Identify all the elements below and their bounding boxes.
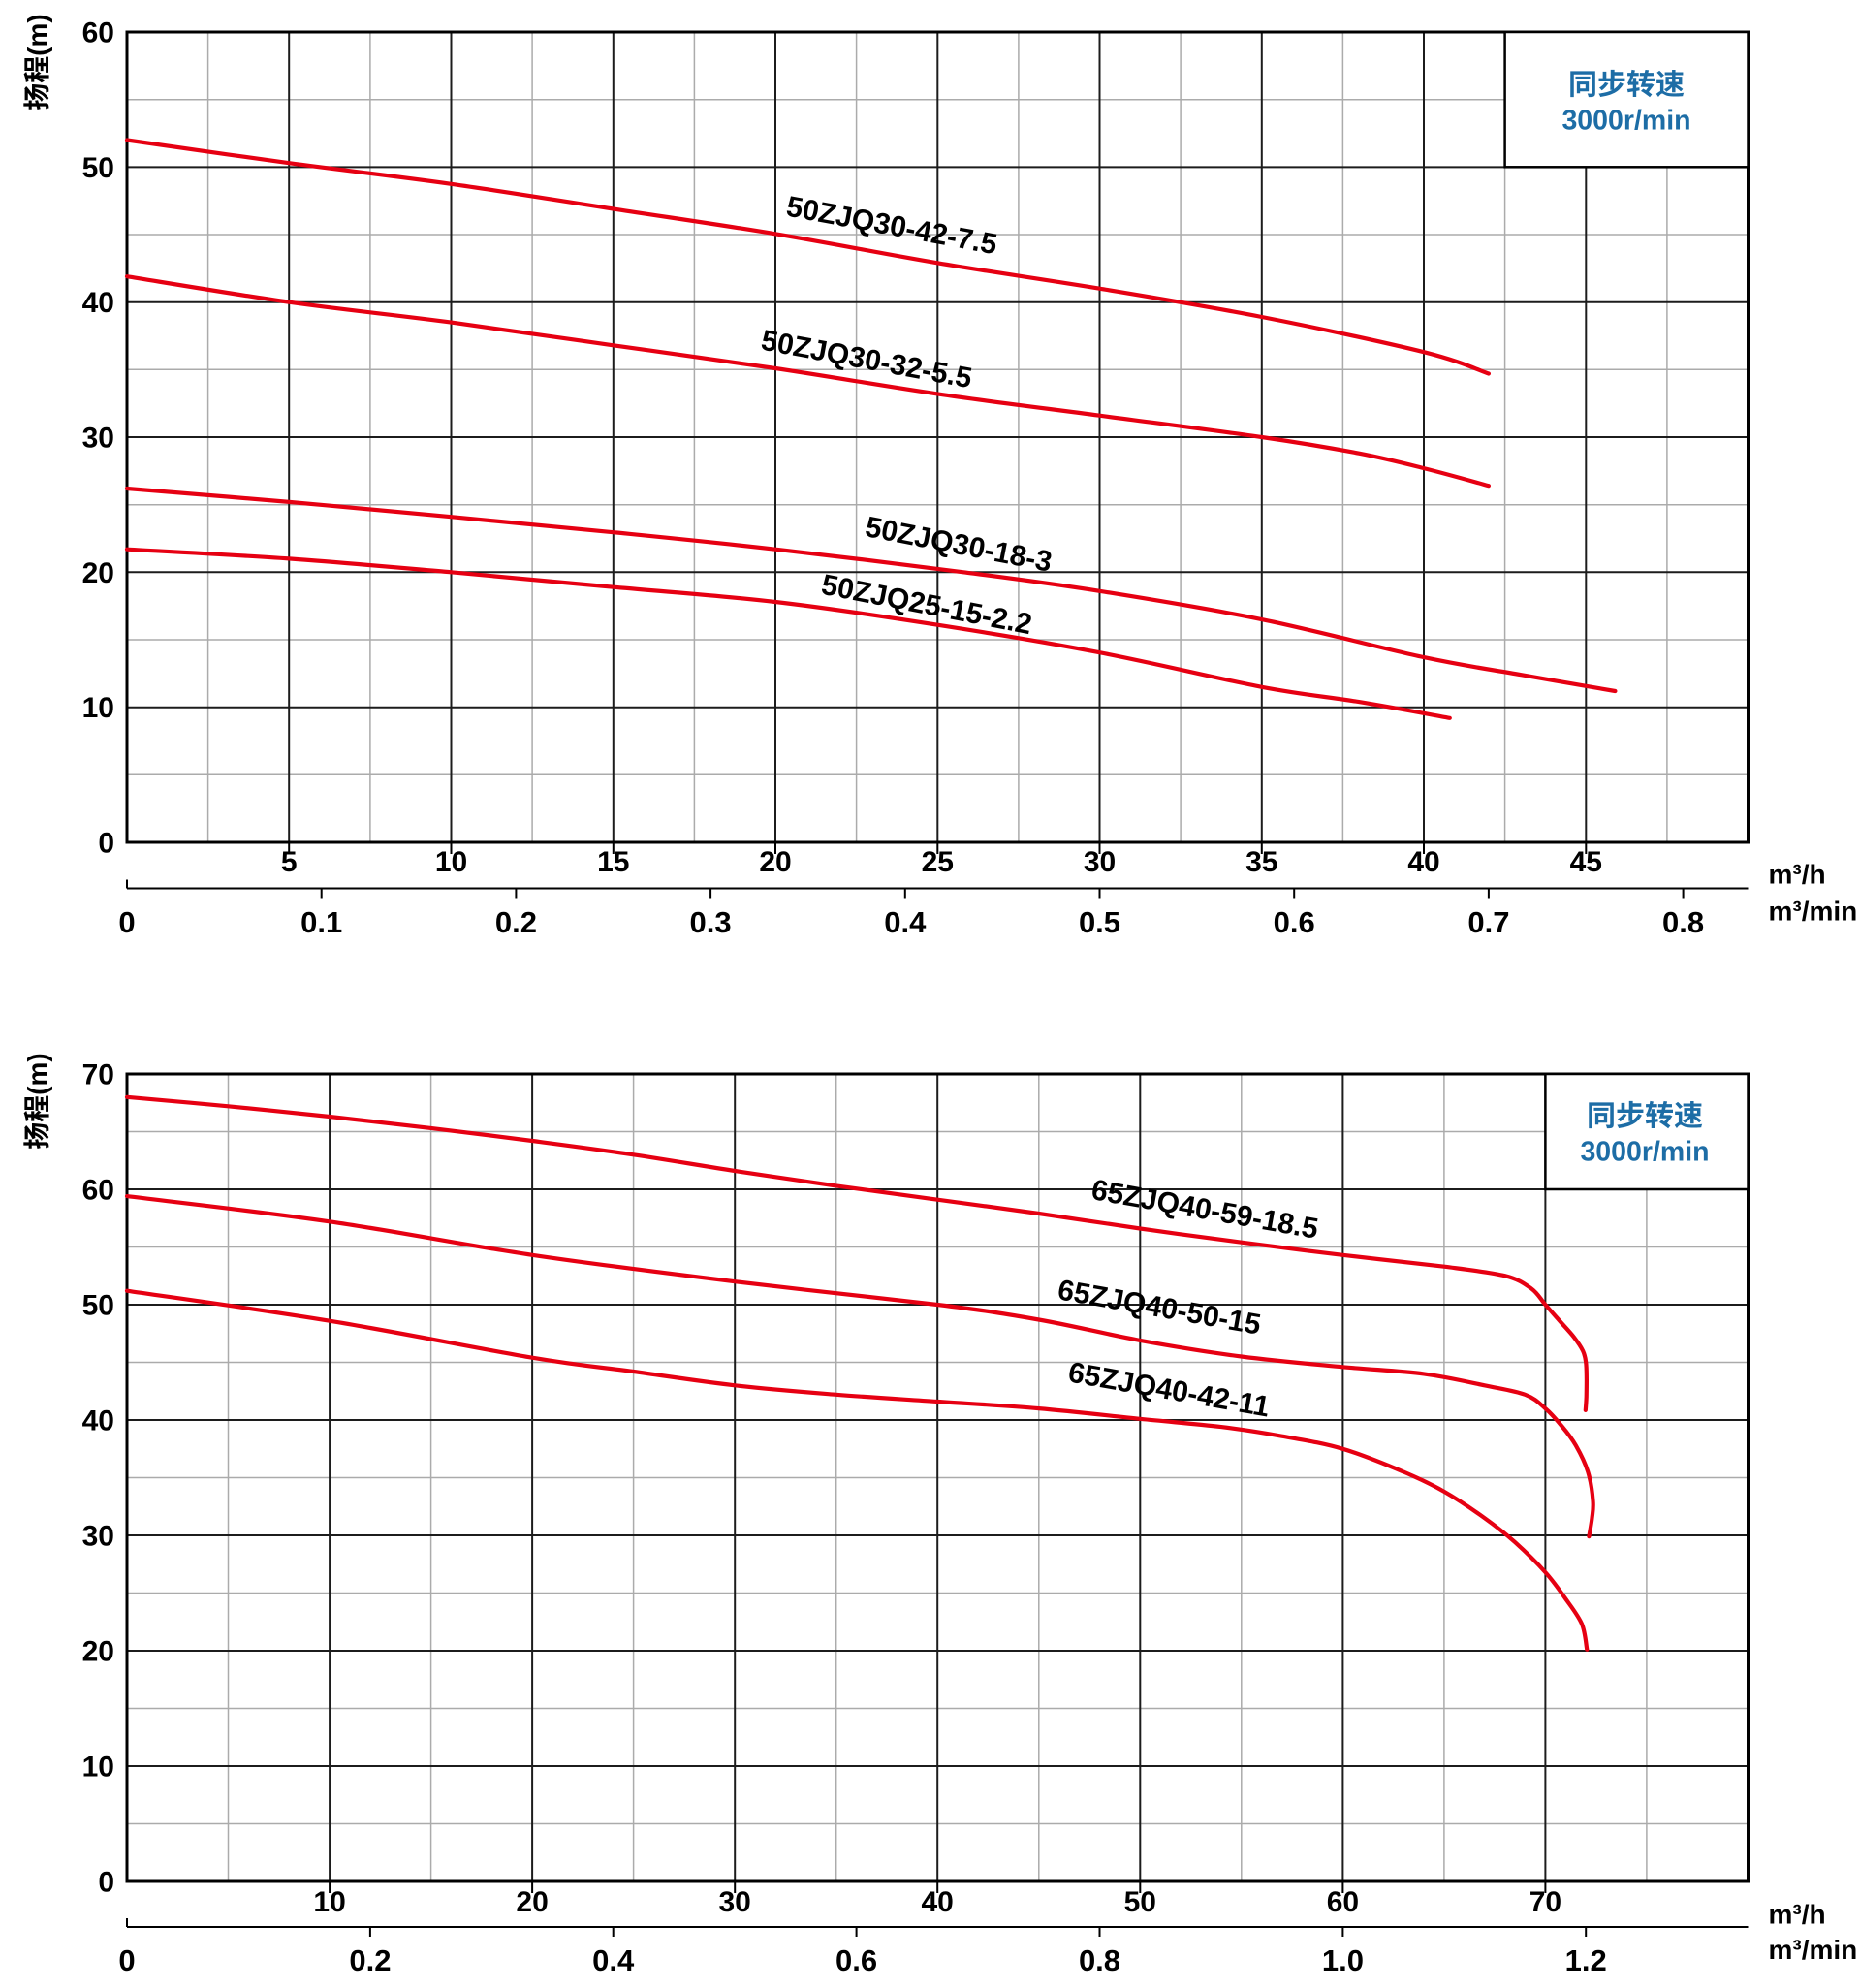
svg-text:40: 40: [922, 1886, 954, 1918]
svg-text:70: 70: [1529, 1886, 1561, 1918]
svg-text:30: 30: [1084, 846, 1116, 878]
svg-text:30: 30: [82, 1521, 114, 1553]
svg-text:0: 0: [118, 1943, 135, 1977]
svg-text:(m): (m): [22, 1053, 52, 1095]
svg-text:0.6: 0.6: [1274, 905, 1315, 939]
svg-text:35: 35: [1245, 846, 1277, 878]
svg-text:45: 45: [1570, 846, 1602, 878]
svg-text:60: 60: [82, 1175, 114, 1207]
svg-text:0.5: 0.5: [1079, 905, 1120, 939]
svg-text:60: 60: [1327, 1886, 1359, 1918]
svg-text:40: 40: [1407, 846, 1439, 878]
svg-text:40: 40: [82, 287, 114, 319]
svg-text:m³/min: m³/min: [1769, 1935, 1858, 1965]
svg-text:0.8: 0.8: [1662, 905, 1704, 939]
svg-text:20: 20: [516, 1886, 548, 1918]
svg-text:5: 5: [281, 846, 298, 878]
svg-text:0.3: 0.3: [690, 905, 732, 939]
svg-text:40: 40: [82, 1405, 114, 1437]
svg-text:m³/min: m³/min: [1769, 897, 1858, 927]
svg-text:0: 0: [98, 1867, 114, 1899]
svg-text:m³/h: m³/h: [1769, 1900, 1826, 1930]
svg-text:10: 10: [435, 846, 467, 878]
svg-text:1.0: 1.0: [1322, 1943, 1364, 1977]
svg-text:20: 20: [82, 1636, 114, 1668]
svg-text:0: 0: [98, 828, 114, 860]
svg-text:m³/h: m³/h: [1769, 860, 1826, 890]
svg-text:0.2: 0.2: [349, 1943, 391, 1977]
svg-text:0.1: 0.1: [300, 905, 342, 939]
svg-text:60: 60: [82, 17, 114, 49]
svg-text:0.7: 0.7: [1467, 905, 1509, 939]
svg-text:50: 50: [82, 1290, 114, 1322]
svg-text:20: 20: [82, 557, 114, 589]
svg-text:25: 25: [922, 846, 954, 878]
svg-text:0: 0: [118, 905, 135, 939]
svg-text:20: 20: [759, 846, 791, 878]
svg-text:10: 10: [82, 692, 114, 724]
svg-text:(m): (m): [22, 14, 52, 56]
svg-text:10: 10: [82, 1751, 114, 1783]
svg-text:30: 30: [719, 1886, 751, 1918]
svg-text:30: 30: [82, 423, 114, 455]
svg-text:1.2: 1.2: [1565, 1943, 1607, 1977]
svg-text:3000r/min: 3000r/min: [1561, 106, 1690, 137]
svg-text:10: 10: [313, 1886, 345, 1918]
svg-text:0.2: 0.2: [495, 905, 537, 939]
svg-text:50: 50: [1124, 1886, 1156, 1918]
svg-text:50: 50: [82, 152, 114, 184]
svg-text:70: 70: [82, 1059, 114, 1091]
svg-text:3000r/min: 3000r/min: [1580, 1137, 1709, 1168]
svg-text:0.8: 0.8: [1079, 1943, 1120, 1977]
svg-text:0.4: 0.4: [592, 1943, 635, 1977]
svg-text:0.4: 0.4: [884, 905, 927, 939]
svg-text:0.6: 0.6: [835, 1943, 877, 1977]
svg-text:15: 15: [597, 846, 629, 878]
